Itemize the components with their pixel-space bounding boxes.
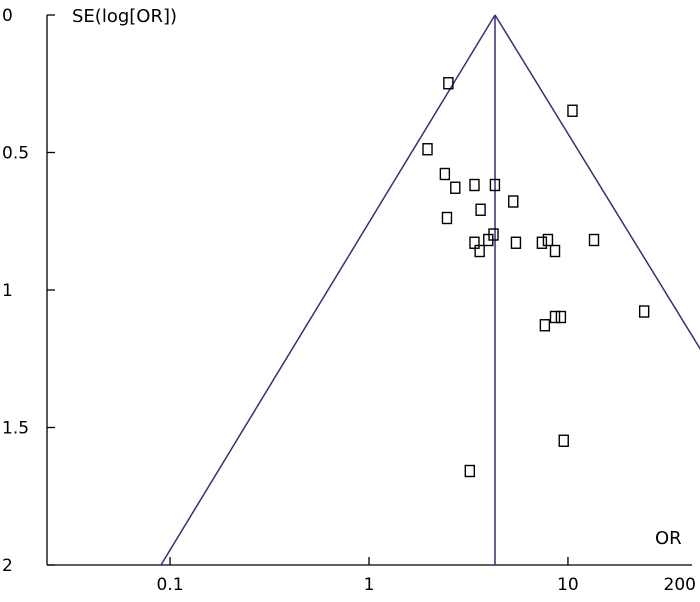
x-tick-label: 10 [557, 575, 579, 595]
axes [46, 14, 692, 566]
study-marker [536, 236, 548, 249]
study-marker [549, 244, 561, 258]
study-marker [489, 178, 501, 192]
x-axis-title: OR [655, 528, 682, 549]
study-marker [469, 178, 480, 192]
study-marker [508, 195, 519, 208]
study-marker [588, 233, 600, 247]
study-marker [542, 233, 554, 247]
study-marker [464, 464, 476, 478]
study-marker [443, 77, 454, 90]
y-axis-title: SE(log[OR]) [72, 6, 177, 27]
study-marker [555, 310, 567, 324]
study-points [422, 77, 650, 478]
x-tick-label: 1 [364, 575, 375, 595]
y-tick-label: 0 [2, 6, 13, 26]
funnel-left-boundary [160, 14, 496, 566]
funnel-right-boundary [494, 14, 700, 350]
y-tick-label: 1.5 [2, 419, 29, 439]
study-marker [474, 244, 485, 258]
study-marker [475, 203, 486, 216]
study-marker [439, 167, 451, 181]
study-marker [510, 236, 522, 249]
study-marker [638, 305, 650, 318]
study-marker [450, 181, 461, 194]
study-marker [558, 434, 569, 447]
study-marker [422, 143, 433, 156]
y-tick-label: 0.5 [2, 144, 29, 164]
x-tick-label: 200 [664, 575, 696, 595]
study-marker [441, 211, 453, 225]
x-tick-label: 0.1 [157, 575, 184, 595]
study-marker [549, 310, 561, 324]
funnel [160, 14, 700, 566]
y-tick-label: 1 [2, 281, 13, 301]
study-marker [567, 104, 578, 117]
study-marker [539, 319, 551, 332]
y-tick-label: 2 [2, 556, 13, 576]
study-marker [483, 233, 494, 247]
